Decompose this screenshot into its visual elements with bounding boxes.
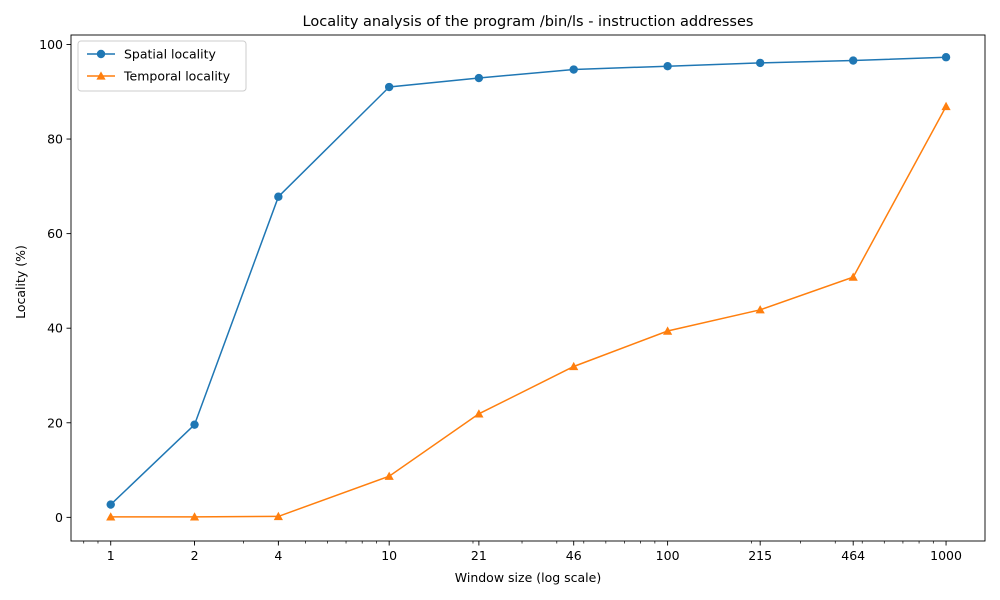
y-axis-label: Locality (%) — [13, 245, 28, 319]
data-point — [273, 511, 283, 521]
data-point — [190, 420, 199, 429]
y-tick-label: 80 — [47, 132, 63, 147]
y-tick-label: 0 — [55, 510, 63, 525]
data-point — [474, 73, 484, 83]
data-point — [663, 326, 673, 335]
y-tick-label: 40 — [47, 321, 63, 336]
data-point — [755, 58, 765, 68]
series-line — [110, 106, 947, 518]
data-point — [569, 65, 578, 74]
data-point — [848, 56, 858, 65]
x-tick-label: 215 — [748, 548, 772, 563]
y-tick-label: 60 — [47, 226, 63, 241]
series-temporal — [106, 101, 951, 521]
x-tick-label: 10 — [381, 548, 397, 563]
plot-area — [70, 34, 986, 542]
x-axis-ticks: 1 2 4 10 21 46 100 215 464 1000 — [83, 541, 962, 563]
legend-entry: Temporal locality — [87, 69, 231, 84]
legend-box — [77, 40, 247, 92]
data-point — [663, 62, 672, 71]
legend-marker — [96, 71, 106, 80]
data-point — [106, 500, 115, 509]
y-tick-label: 100 — [39, 37, 63, 52]
data-point — [941, 53, 951, 62]
legend-entry: Spatial locality — [87, 47, 217, 62]
x-tick-label: 100 — [656, 548, 680, 563]
data-point — [189, 512, 200, 521]
data-point — [848, 272, 858, 281]
data-point — [569, 361, 579, 371]
data-point — [384, 82, 394, 92]
series-spatial — [106, 53, 951, 509]
data-point — [274, 192, 283, 201]
x-tick-label: 4 — [274, 548, 282, 563]
legend-label: Spatial locality — [124, 47, 217, 62]
legend: Spatial locality Temporal locality — [77, 40, 247, 92]
x-tick-label: 1 — [107, 548, 115, 563]
x-tick-label: 464 — [841, 548, 865, 563]
x-axis-label: Window size (log scale) — [455, 570, 601, 585]
chart-title: Locality analysis of the program /bin/ls… — [303, 14, 754, 30]
data-point — [755, 305, 765, 314]
data-point — [474, 409, 484, 418]
x-tick-label: 21 — [471, 548, 487, 563]
series-line — [110, 56, 947, 506]
x-tick-label: 46 — [566, 548, 582, 563]
x-tick-label: 1000 — [930, 548, 962, 563]
legend-label: Temporal locality — [123, 69, 231, 84]
legend-marker — [96, 49, 106, 59]
series-layer — [106, 53, 951, 521]
y-axis-ticks: 0 20 40 60 80 100 — [39, 37, 71, 525]
axes-frame — [70, 34, 986, 542]
data-point — [384, 471, 394, 480]
y-tick-label: 20 — [47, 415, 63, 430]
data-point — [941, 101, 951, 111]
data-point — [106, 512, 116, 521]
x-tick-label: 2 — [191, 548, 199, 563]
